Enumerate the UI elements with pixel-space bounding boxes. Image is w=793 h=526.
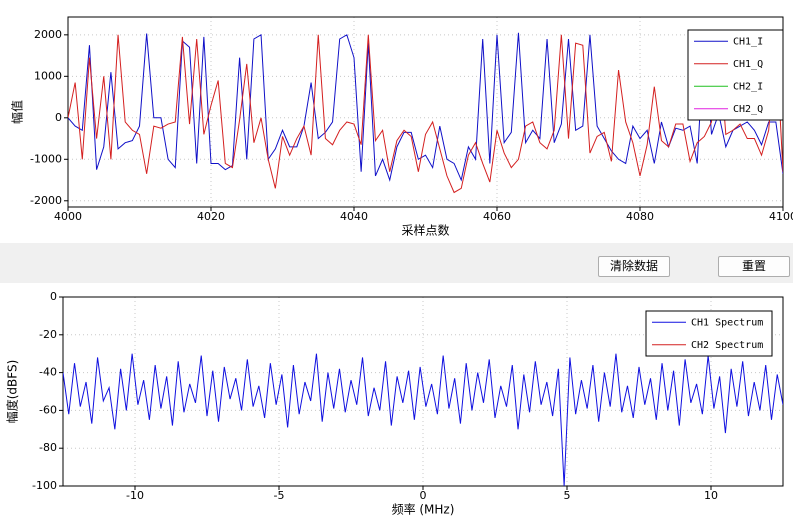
y-axis-label: 幅值 bbox=[10, 100, 25, 124]
legend-label: CH2_I bbox=[733, 81, 763, 92]
x-tick-label: 4020 bbox=[197, 210, 225, 223]
x-tick-label: 0 bbox=[420, 489, 427, 502]
legend-label: CH1_Q bbox=[733, 59, 763, 70]
y-tick-label: 2000 bbox=[34, 28, 62, 41]
y-tick-label: -2000 bbox=[30, 194, 62, 207]
x-tick-label: 5 bbox=[564, 489, 571, 502]
x-tick-label: 4060 bbox=[483, 210, 511, 223]
reset-button[interactable]: 重置 bbox=[718, 256, 790, 277]
x-tick-label: -10 bbox=[126, 489, 144, 502]
y-tick-label: -80 bbox=[39, 441, 57, 454]
y-tick-label: -100 bbox=[32, 479, 57, 492]
y-tick-label: 0 bbox=[55, 111, 62, 124]
x-tick-label: 4080 bbox=[626, 210, 654, 223]
clear-button[interactable]: 清除数据 bbox=[598, 256, 670, 277]
x-tick-label: -5 bbox=[274, 489, 285, 502]
plot-frame bbox=[62, 296, 784, 487]
x-tick-label: 4040 bbox=[340, 210, 368, 223]
legend-label: CH2_Q bbox=[733, 104, 763, 115]
y-axis-label: 幅度(dBFS) bbox=[5, 360, 20, 424]
series-line bbox=[68, 32, 783, 182]
y-tick-label: 0 bbox=[50, 290, 57, 303]
series-line bbox=[68, 34, 783, 194]
y-tick-label: 1000 bbox=[34, 69, 62, 82]
legend-label: CH2 Spectrum bbox=[691, 340, 763, 351]
y-tick-label: -60 bbox=[39, 403, 57, 416]
legend-label: CH1 Spectrum bbox=[691, 317, 763, 328]
legend-box bbox=[645, 310, 773, 357]
y-tick-label: -1000 bbox=[30, 152, 62, 165]
x-axis-label: 采样点数 bbox=[401, 223, 449, 238]
y-tick-label: -20 bbox=[39, 328, 57, 341]
x-axis-label: 频率 (MHz) bbox=[392, 502, 455, 517]
x-tick-label: 10 bbox=[704, 489, 718, 502]
x-tick-label: 4000 bbox=[54, 210, 82, 223]
series-line bbox=[63, 353, 783, 486]
legend-box bbox=[687, 29, 784, 121]
legend-label: CH1_I bbox=[733, 36, 763, 47]
panel bbox=[0, 0, 793, 243]
x-tick-label: 4100 bbox=[769, 210, 793, 223]
y-tick-label: -40 bbox=[39, 366, 57, 379]
